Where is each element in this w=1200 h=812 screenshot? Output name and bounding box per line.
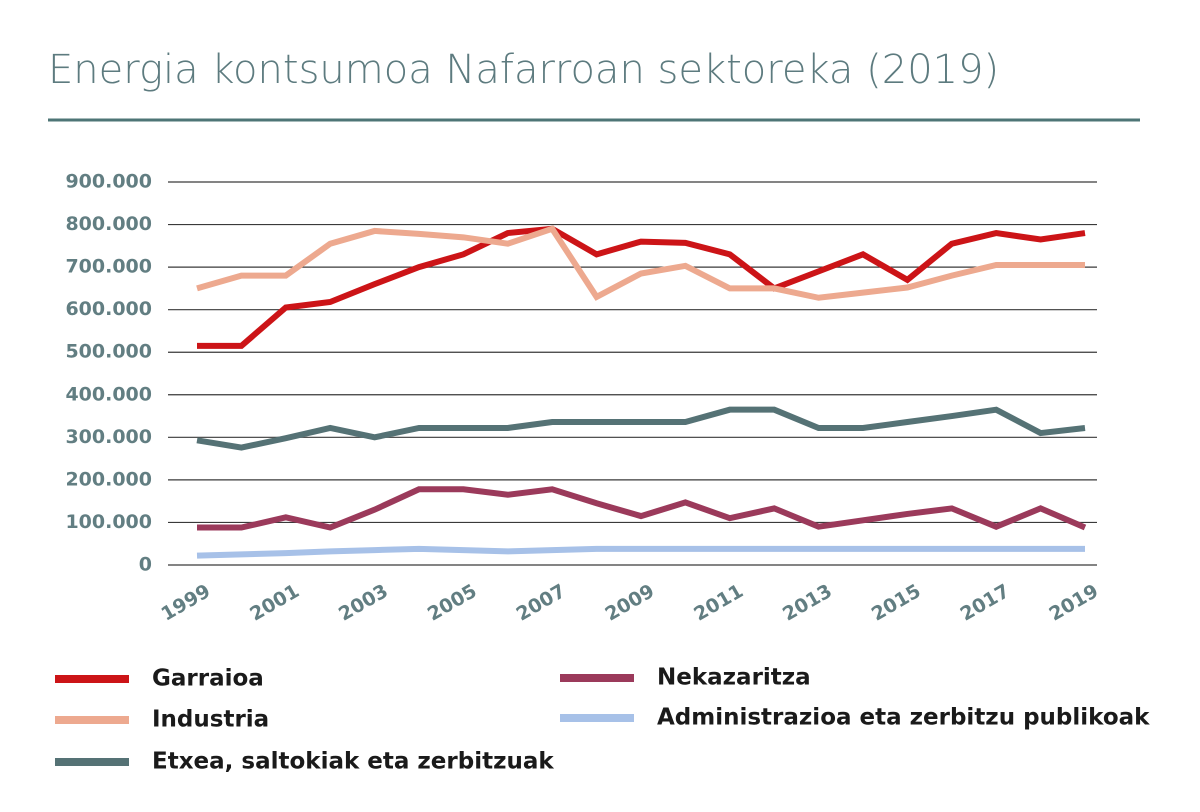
- y-tick-label: 100.000: [65, 511, 152, 533]
- x-tick-label: 1999: [157, 580, 214, 625]
- series-line: [196, 545, 1085, 559]
- y-tick-label: 800.000: [65, 213, 152, 235]
- legend-label: Administrazioa eta zerbitzu publikoak: [657, 705, 1150, 731]
- x-tick-label: 2019: [1045, 580, 1102, 625]
- series-line: [196, 406, 1086, 451]
- legend-label: Nekazaritza: [657, 665, 811, 691]
- x-tick-label: 2003: [335, 580, 392, 625]
- y-tick-label: 500.000: [65, 341, 152, 363]
- y-tick-label: 400.000: [65, 383, 152, 405]
- legend-label: Garraioa: [152, 666, 264, 692]
- legend-label: Etxea, saltokiak eta zerbitzuak: [152, 749, 554, 775]
- series-line: [196, 225, 1085, 301]
- series-line: [197, 225, 1086, 349]
- x-tick-label: 2009: [601, 580, 658, 625]
- y-tick-label: 0: [139, 554, 152, 576]
- chart-title: Energia kontsumoa Nafarroan sektoreka (2…: [48, 47, 999, 93]
- y-tick-label: 900.000: [65, 171, 152, 193]
- legend-label: Industria: [152, 707, 269, 733]
- y-tick-label: 600.000: [65, 298, 152, 320]
- x-tick-label: 2011: [690, 580, 747, 625]
- x-tick-label: 2017: [957, 580, 1014, 625]
- series-line: [197, 486, 1087, 531]
- x-tick-label: 2005: [424, 580, 481, 625]
- x-tick-label: 2007: [513, 580, 570, 625]
- x-tick-label: 2015: [868, 580, 925, 625]
- y-tick-label: 700.000: [65, 256, 152, 278]
- x-tick-label: 2001: [246, 580, 303, 625]
- y-tick-label: 300.000: [65, 426, 152, 448]
- y-tick-label: 200.000: [65, 468, 152, 490]
- x-tick-label: 2013: [779, 580, 836, 625]
